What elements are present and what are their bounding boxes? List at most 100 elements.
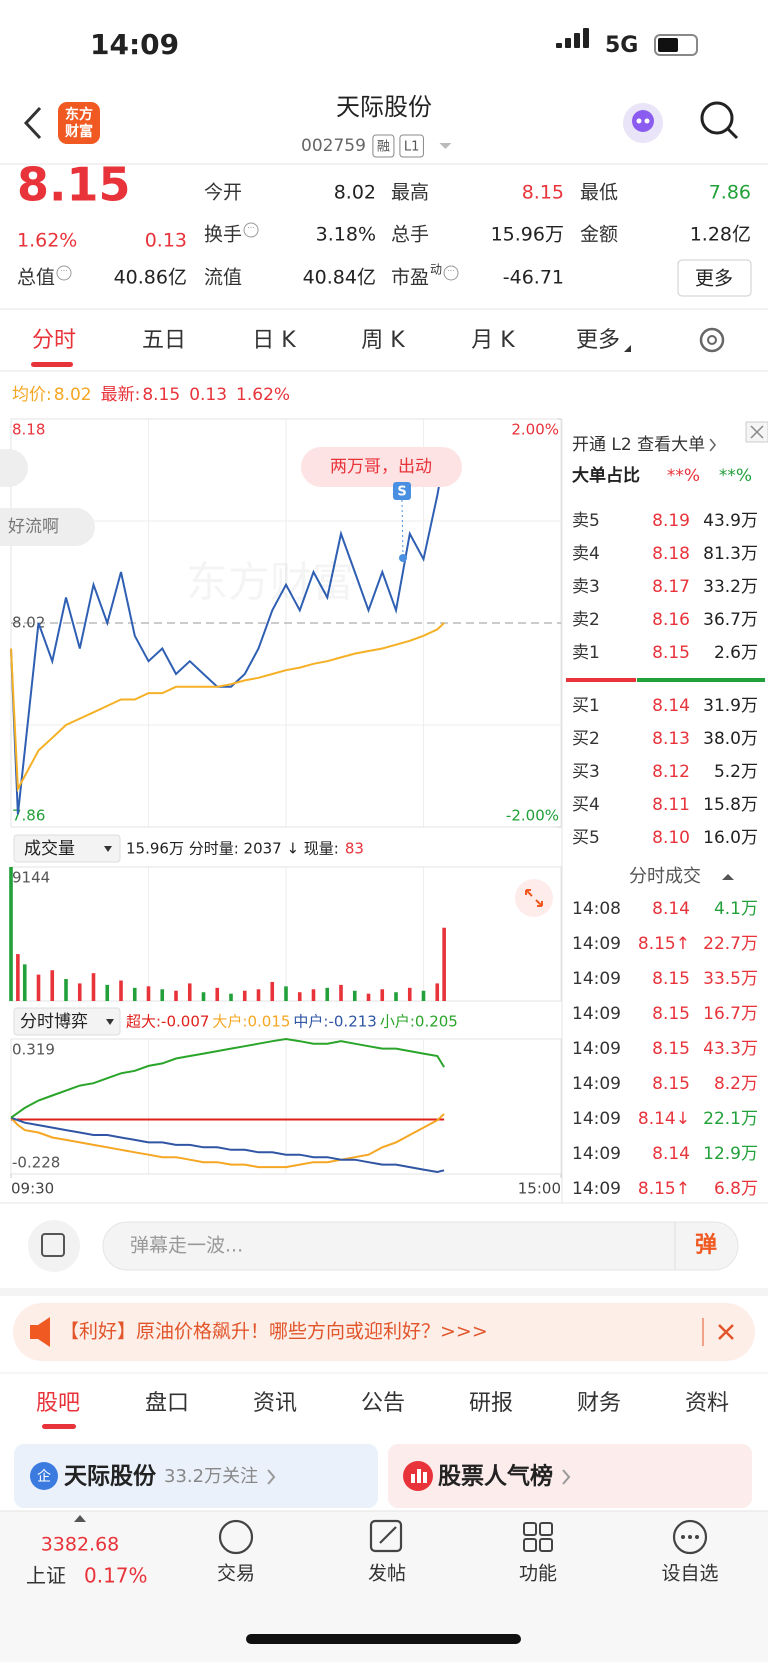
card-title: 股票人气榜 [438, 1463, 553, 1490]
comment-icon[interactable] [28, 1220, 80, 1272]
tab[interactable]: 分时 [32, 328, 76, 353]
series-line [10, 457, 446, 815]
rank-card[interactable] [388, 1444, 752, 1508]
book-volume: 2.6万 [714, 643, 758, 663]
volume-bar [119, 980, 123, 1001]
book-volume: 33.2万 [703, 577, 758, 597]
fullscreen-btn[interactable] [515, 879, 553, 917]
selector-box[interactable] [13, 1007, 121, 1036]
section-tab[interactable]: 研报 [469, 1391, 513, 1416]
tab[interactable]: 日 K [252, 328, 296, 353]
field-label: 最高 [391, 182, 429, 204]
nav-item[interactable]: 发帖 [368, 1563, 406, 1585]
section-tab[interactable]: 股吧 [36, 1391, 80, 1416]
field-label: 市盈 [391, 267, 429, 289]
volume-bar [91, 973, 96, 1001]
volume-bar [242, 990, 247, 1001]
info-icon [56, 265, 72, 281]
signal-link [401, 499, 404, 558]
book-label: 卖4 [572, 544, 600, 564]
danmaku-pill [0, 508, 95, 546]
field-sup: 动 [430, 263, 442, 277]
volume-bar [352, 990, 357, 1001]
comment-placeholder[interactable]: 弹幕走一波... [130, 1235, 243, 1257]
volume-bar [9, 867, 13, 1001]
trade-volume: 22.1万 [703, 1109, 758, 1129]
nav-item[interactable]: 交易 [217, 1563, 255, 1585]
trade-time: 14:09 [572, 1039, 621, 1059]
book-label: 卖2 [572, 610, 600, 630]
book-volume: 36.7万 [703, 610, 758, 630]
trade-price: 8.14 [652, 899, 690, 919]
series-line [10, 1116, 445, 1174]
comment-input[interactable] [102, 1221, 739, 1271]
back-button[interactable] [23, 106, 42, 140]
book-label: 卖5 [572, 511, 600, 531]
y-tick-label: -0.228 [12, 1154, 60, 1172]
volume-bar [22, 964, 27, 1001]
chart-info: 0.13 [189, 385, 227, 405]
selector-box[interactable] [13, 834, 121, 863]
section-tab[interactable]: 资讯 [253, 1391, 297, 1416]
book-price: 8.14 [652, 696, 690, 716]
news-text[interactable]: 【利好】原油价格飙升！哪些方向或迎利好？>>> [60, 1321, 488, 1343]
chart-info: 最新: [101, 385, 141, 405]
price: 8.15 [17, 158, 131, 212]
y2-tick-label: 2.00% [511, 421, 559, 439]
news-banner[interactable] [13, 1303, 755, 1361]
settings-button[interactable] [699, 327, 725, 353]
legend-entry: 大户:0.015 [212, 1013, 290, 1031]
field-label: 换手 [204, 224, 242, 246]
change: 0.13 [145, 230, 187, 252]
chevron [709, 438, 717, 452]
section-tab[interactable]: 资料 [685, 1391, 729, 1416]
ratio-sell: **% [667, 466, 700, 486]
field-value: 8.02 [334, 182, 376, 204]
tab[interactable]: 五日 [142, 328, 186, 353]
dropdown-arrow [439, 143, 452, 149]
trade-time: 14:09 [572, 969, 621, 989]
fullscreen-icon [525, 889, 543, 907]
book-volume: 5.2万 [714, 762, 758, 782]
tab[interactable]: 月 K [471, 328, 515, 353]
home-indicator [246, 1634, 521, 1644]
more-text[interactable]: 更多 [695, 268, 733, 290]
section-tab[interactable]: 公告 [361, 1391, 405, 1416]
trade-price: 8.15↑ [638, 1179, 690, 1199]
chart-info: 8.15 [142, 385, 180, 405]
selector-arrow [106, 1019, 114, 1025]
l2-title[interactable]: 开通 L2 查看大单 [572, 435, 705, 455]
buy-bar [637, 678, 765, 682]
section-tab[interactable]: 财务 [577, 1391, 621, 1416]
info-dots: ··· [247, 224, 255, 233]
volume-bar [16, 954, 20, 1001]
close-x [750, 425, 764, 439]
search-button[interactable] [700, 101, 734, 135]
trade-time: 14:09 [572, 934, 621, 954]
stock-card[interactable] [14, 1444, 378, 1508]
more-button[interactable] [677, 259, 752, 297]
close-news[interactable] [718, 1324, 734, 1340]
nav-item[interactable]: 设自选 [661, 1563, 718, 1585]
trade-volume: 4.1万 [714, 899, 758, 919]
field-label: 总值 [17, 267, 55, 289]
book-price: 8.11 [652, 795, 690, 815]
book-label: 买5 [572, 828, 600, 848]
nav-item[interactable]: 功能 [519, 1563, 557, 1585]
logo-text: 东方 [65, 106, 93, 123]
series-line [10, 1113, 445, 1169]
volume-bar [311, 989, 316, 1001]
stock-name: 天际股份 [336, 93, 432, 121]
tab[interactable]: 更多 [576, 328, 620, 353]
book-price: 8.19 [652, 511, 690, 531]
selector: 分时博弈 [20, 1012, 88, 1032]
trade-volume: 33.5万 [703, 969, 758, 989]
chart-info: 均价: [12, 385, 52, 405]
danmaku-button[interactable]: 弹 [695, 1233, 717, 1258]
section-tab[interactable]: 盘口 [145, 1391, 189, 1416]
volume-bar [105, 984, 110, 1001]
volume-summary: 15.96万 分时量: 2037 ↓ 现量: [126, 840, 339, 858]
tag: L1 [404, 140, 420, 155]
volume-bar [270, 981, 275, 1001]
tab[interactable]: 周 K [361, 328, 405, 353]
